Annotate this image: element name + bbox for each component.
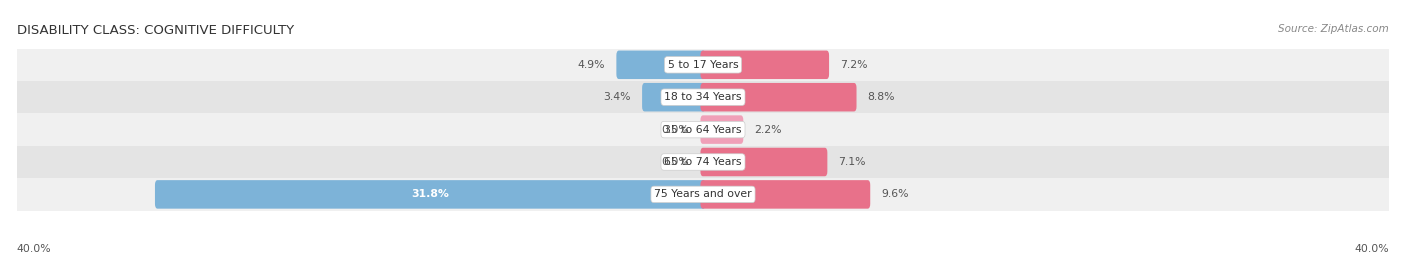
Text: 2.2%: 2.2% xyxy=(755,124,782,135)
FancyBboxPatch shape xyxy=(155,180,706,209)
Text: 40.0%: 40.0% xyxy=(17,244,52,254)
Text: 18 to 34 Years: 18 to 34 Years xyxy=(664,92,742,102)
Bar xyxy=(17,113,1389,146)
FancyBboxPatch shape xyxy=(700,50,830,79)
FancyBboxPatch shape xyxy=(700,180,870,209)
Text: 9.6%: 9.6% xyxy=(882,189,908,200)
Text: 75 Years and over: 75 Years and over xyxy=(654,189,752,200)
Bar xyxy=(17,146,1389,178)
Text: 35 to 64 Years: 35 to 64 Years xyxy=(664,124,742,135)
Text: 0.0%: 0.0% xyxy=(662,157,689,167)
Bar xyxy=(17,49,1389,81)
FancyBboxPatch shape xyxy=(700,148,827,176)
Text: 0.0%: 0.0% xyxy=(662,124,689,135)
Text: 5 to 17 Years: 5 to 17 Years xyxy=(668,60,738,70)
FancyBboxPatch shape xyxy=(616,50,706,79)
Text: 3.4%: 3.4% xyxy=(603,92,631,102)
Text: 8.8%: 8.8% xyxy=(868,92,896,102)
Text: DISABILITY CLASS: COGNITIVE DIFFICULTY: DISABILITY CLASS: COGNITIVE DIFFICULTY xyxy=(17,24,294,37)
FancyBboxPatch shape xyxy=(700,83,856,112)
Text: 7.2%: 7.2% xyxy=(841,60,868,70)
Text: 4.9%: 4.9% xyxy=(578,60,605,70)
Bar xyxy=(17,178,1389,211)
Text: 40.0%: 40.0% xyxy=(1354,244,1389,254)
FancyBboxPatch shape xyxy=(643,83,706,112)
Text: Source: ZipAtlas.com: Source: ZipAtlas.com xyxy=(1278,24,1389,34)
Text: 65 to 74 Years: 65 to 74 Years xyxy=(664,157,742,167)
Text: 31.8%: 31.8% xyxy=(412,189,449,200)
Bar xyxy=(17,81,1389,113)
FancyBboxPatch shape xyxy=(700,115,744,144)
Text: 7.1%: 7.1% xyxy=(838,157,866,167)
